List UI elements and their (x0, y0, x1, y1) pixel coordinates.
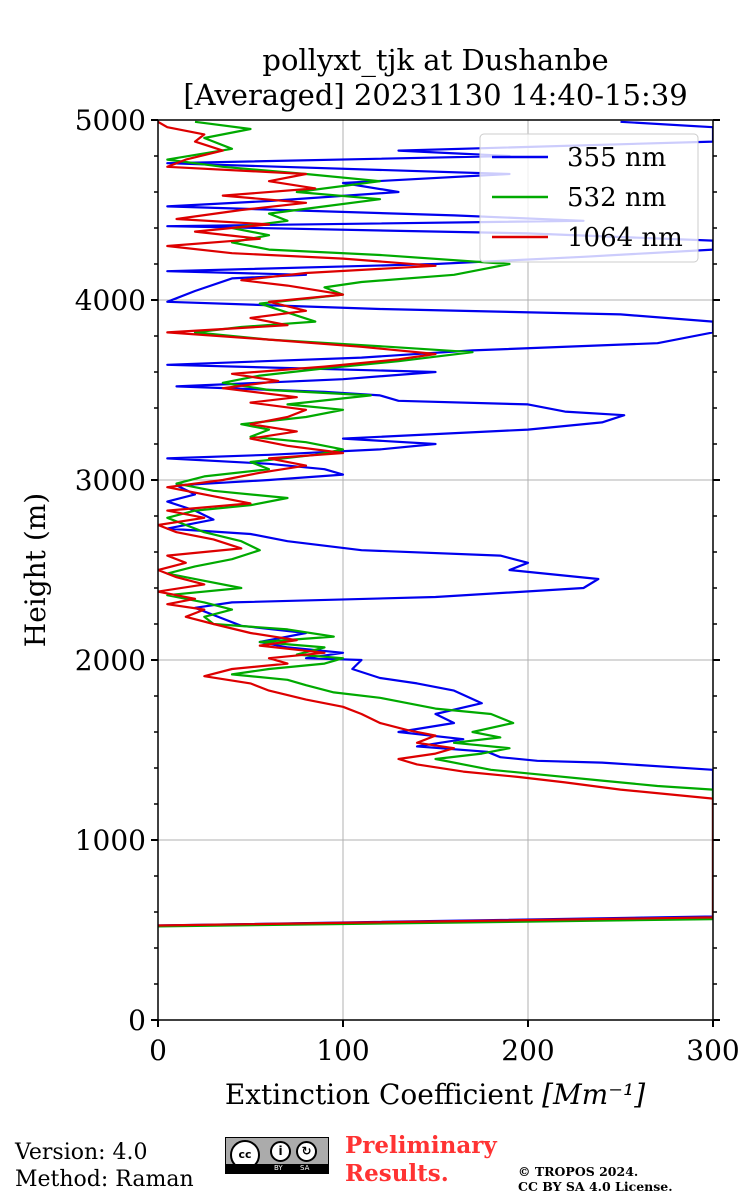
y-tick-label: 4000 (75, 284, 146, 317)
x-tick-label: 0 (149, 1034, 167, 1067)
badge-by-label: BY (274, 1164, 283, 1172)
badge-sa-label: SA (300, 1164, 310, 1172)
x-tick-label: 100 (316, 1034, 369, 1067)
y-tick-label: 5000 (75, 104, 146, 137)
y-tick-label: 3000 (75, 464, 146, 497)
copyright-line1: © TROPOS 2024. (518, 1164, 639, 1179)
legend-box (479, 133, 699, 263)
cc-license-badge: cc i ↻ BY SA (225, 1137, 329, 1174)
chart-title-line2: [Averaged] 20231130 14:40-15:39 (183, 78, 688, 112)
copyright-note: © TROPOS 2024. CC BY SA 4.0 License. (518, 1164, 673, 1194)
preliminary-results-note: Preliminary Results. (345, 1132, 497, 1188)
method-text: Method: Raman (15, 1167, 194, 1192)
x-axis-label: Extinction Coefficient [Mm⁻¹] (225, 1078, 645, 1111)
legend-label-355-nm: 355 nm (567, 143, 666, 173)
x-axis-unit: [Mm⁻¹] (542, 1078, 645, 1111)
x-axis-label-text: Extinction Coefficient (225, 1078, 534, 1111)
legend-label-532-nm: 532 nm (567, 183, 666, 213)
preliminary-line1: Preliminary (345, 1132, 497, 1159)
legend: 355 nm 532 nm 1064 nm (479, 133, 699, 263)
series-line-532-nm (158, 120, 713, 928)
y-tick-label: 2000 (75, 644, 146, 677)
legend-label-1064-nm: 1064 nm (567, 223, 683, 253)
chart-title-line1: pollyxt_tjk at Dushanbe (262, 43, 609, 77)
version-text: Version: 4.0 (15, 1140, 148, 1165)
badge-bar (226, 1164, 328, 1173)
series-layer (158, 120, 713, 928)
plot-area-frame (157, 119, 714, 1021)
copyright-line2: CC BY SA 4.0 License. (518, 1179, 673, 1194)
series-line-355-nm (158, 120, 713, 927)
x-tick-label: 200 (501, 1034, 554, 1067)
by-attribution-icon: i (270, 1141, 291, 1162)
y-tick-label: 0 (128, 1004, 146, 1037)
preliminary-line2: Results. (345, 1160, 449, 1187)
share-alike-icon: ↻ (296, 1141, 317, 1162)
y-axis-label: Height (m) (19, 493, 52, 647)
series-line-1064-nm (158, 120, 713, 927)
x-tick-label: 300 (686, 1034, 739, 1067)
y-tick-label: 1000 (75, 824, 146, 857)
tick-layer (151, 119, 720, 1027)
